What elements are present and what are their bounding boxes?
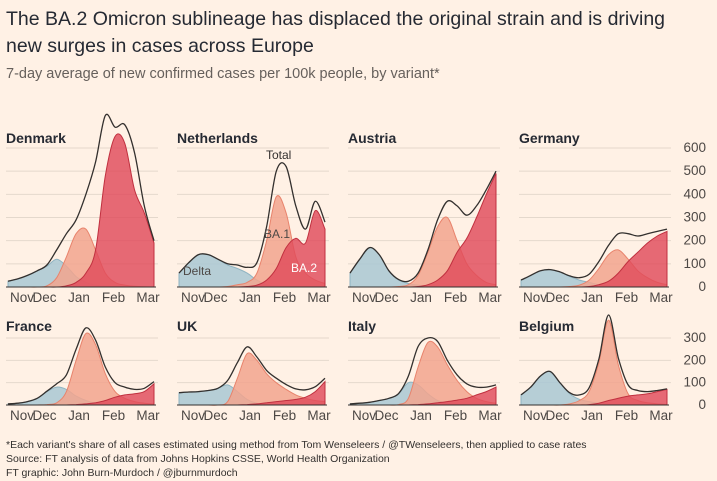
total-line-germany bbox=[520, 228, 668, 281]
x-tick-label: Jan bbox=[239, 408, 261, 423]
footer: *Each variant's share of all cases estim… bbox=[6, 438, 587, 480]
y-tick-label: 100 bbox=[683, 375, 706, 390]
x-tick-label: Nov bbox=[352, 290, 376, 305]
total-line-belgium bbox=[520, 314, 668, 396]
country-label-germany: Germany bbox=[519, 130, 580, 146]
x-tick-label: Mar bbox=[649, 290, 673, 305]
x-tick-label: Jan bbox=[239, 290, 261, 305]
x-tick-label: Feb bbox=[444, 408, 467, 423]
chart-title: The BA.2 Omicron sublineage has displace… bbox=[6, 8, 666, 57]
x-tick-label: Feb bbox=[273, 290, 296, 305]
x-tick-label: Nov bbox=[181, 408, 205, 423]
credit-note: FT graphic: John Burn-Murdoch / @jburnmu… bbox=[6, 467, 238, 479]
country-label-netherlands: Netherlands bbox=[177, 130, 258, 146]
x-tick-label: Mar bbox=[649, 408, 673, 423]
total-line-austria bbox=[349, 170, 497, 283]
x-tick-label: Dec bbox=[545, 408, 569, 423]
x-tick-label: Jan bbox=[68, 408, 90, 423]
series-label-ba2: BA.2 bbox=[291, 261, 317, 275]
x-tick-label: Jan bbox=[581, 290, 603, 305]
y-tick-label: 600 bbox=[683, 140, 706, 155]
country-label-france: France bbox=[6, 318, 52, 334]
x-tick-label: Mar bbox=[136, 408, 160, 423]
x-tick-label: Jan bbox=[68, 290, 90, 305]
x-tick-label: Feb bbox=[615, 408, 638, 423]
total-line-denmark bbox=[7, 113, 155, 282]
y-tick-label: 100 bbox=[683, 256, 706, 271]
x-tick-label: Nov bbox=[10, 408, 34, 423]
x-tick-label: Jan bbox=[581, 408, 603, 423]
x-tick-label: Jan bbox=[410, 290, 432, 305]
x-tick-label: Feb bbox=[444, 290, 467, 305]
y-tick-label: 200 bbox=[683, 352, 706, 367]
x-tick-label: Dec bbox=[32, 408, 56, 423]
x-tick-label: Feb bbox=[102, 290, 125, 305]
y-tick-label: 200 bbox=[683, 233, 706, 248]
total-line-uk bbox=[178, 346, 326, 394]
x-tick-label: Nov bbox=[181, 290, 205, 305]
series-label-delta: Delta bbox=[183, 264, 211, 278]
x-tick-label: Mar bbox=[478, 290, 502, 305]
series-label-ba1: BA.1 bbox=[264, 227, 290, 241]
y-tick-label: 300 bbox=[683, 210, 706, 225]
x-tick-label: Mar bbox=[307, 290, 331, 305]
country-label-italy: Italy bbox=[348, 318, 376, 334]
x-tick-label: Jan bbox=[410, 408, 432, 423]
x-tick-label: Dec bbox=[203, 290, 227, 305]
y-tick-label: 400 bbox=[683, 186, 706, 201]
x-tick-label: Nov bbox=[523, 290, 547, 305]
x-tick-label: Mar bbox=[307, 408, 331, 423]
x-tick-label: Dec bbox=[32, 290, 56, 305]
country-label-belgium: Belgium bbox=[519, 318, 574, 334]
y-tick-label: 500 bbox=[683, 163, 706, 178]
x-tick-label: Feb bbox=[273, 408, 296, 423]
y-tick-label: 0 bbox=[698, 279, 706, 294]
x-tick-label: Dec bbox=[374, 290, 398, 305]
x-tick-label: Feb bbox=[615, 290, 638, 305]
chart-subtitle: 7-day average of new confirmed cases per… bbox=[6, 66, 440, 82]
x-tick-label: Nov bbox=[523, 408, 547, 423]
country-label-uk: UK bbox=[177, 318, 197, 334]
x-tick-label: Dec bbox=[545, 290, 569, 305]
y-tick-label: 0 bbox=[698, 397, 706, 412]
x-tick-label: Nov bbox=[10, 290, 34, 305]
x-tick-label: Nov bbox=[352, 408, 376, 423]
footnote: *Each variant's share of all cases estim… bbox=[6, 439, 587, 451]
country-label-denmark: Denmark bbox=[6, 130, 66, 146]
y-tick-label: 300 bbox=[683, 330, 706, 345]
source-note: Source: FT analysis of data from Johns H… bbox=[6, 453, 390, 465]
series-label-total: Total bbox=[266, 148, 291, 162]
x-tick-label: Dec bbox=[203, 408, 227, 423]
x-tick-label: Feb bbox=[102, 408, 125, 423]
country-label-austria: Austria bbox=[348, 130, 396, 146]
x-tick-label: Mar bbox=[478, 408, 502, 423]
total-line-italy bbox=[349, 336, 497, 405]
x-tick-label: Dec bbox=[374, 408, 398, 423]
total-line-netherlands bbox=[178, 162, 326, 274]
total-line-france bbox=[7, 327, 155, 405]
x-tick-label: Mar bbox=[136, 290, 160, 305]
